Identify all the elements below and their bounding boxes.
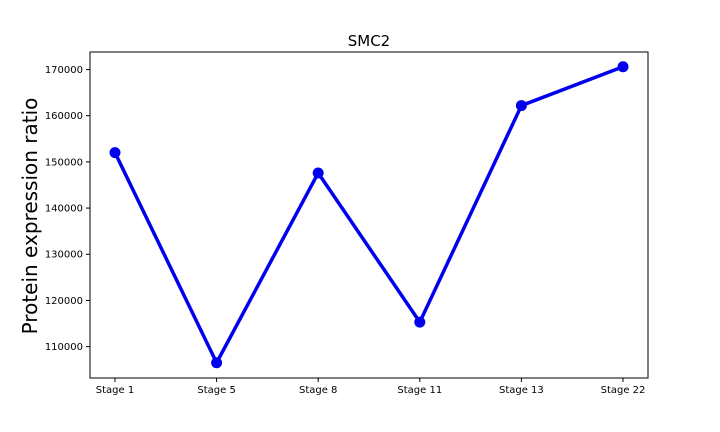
data-point <box>515 100 527 112</box>
data-point <box>617 61 629 73</box>
plot-frame <box>89 51 649 379</box>
series-group <box>109 61 629 369</box>
y-tick-label: 140000 <box>45 204 83 215</box>
y-tick-label: 170000 <box>45 65 83 76</box>
y-axis: 110000 120000 130000 140000 150000 160000 1700… <box>45 65 90 353</box>
series-line <box>113 65 625 365</box>
x-tick-label: Stage 22 <box>601 385 646 396</box>
chart-title: SMC2 <box>348 32 390 50</box>
x-tick-label: Stage 8 <box>299 385 337 396</box>
y-tick-label: 130000 <box>45 250 83 261</box>
x-tick-label: Stage 11 <box>397 385 442 396</box>
y-tick-label: 160000 <box>45 111 83 122</box>
y-tick-label: 120000 <box>45 296 83 307</box>
y-tick-label: 110000 <box>45 342 83 353</box>
x-tick-label: Stage 5 <box>197 385 235 396</box>
data-point <box>414 316 426 328</box>
y-tick-label: 150000 <box>45 157 83 168</box>
x-axis: Stage 1 Stage 5 Stage 8 Stage 11 Stage 13 Sta… <box>96 378 646 396</box>
y-axis-label: Protein expression ratio <box>18 98 42 335</box>
x-tick-label: Stage 1 <box>96 385 134 396</box>
data-point <box>312 167 324 179</box>
data-point <box>211 357 223 369</box>
data-point <box>109 147 121 159</box>
x-tick-label: Stage 13 <box>499 385 544 396</box>
